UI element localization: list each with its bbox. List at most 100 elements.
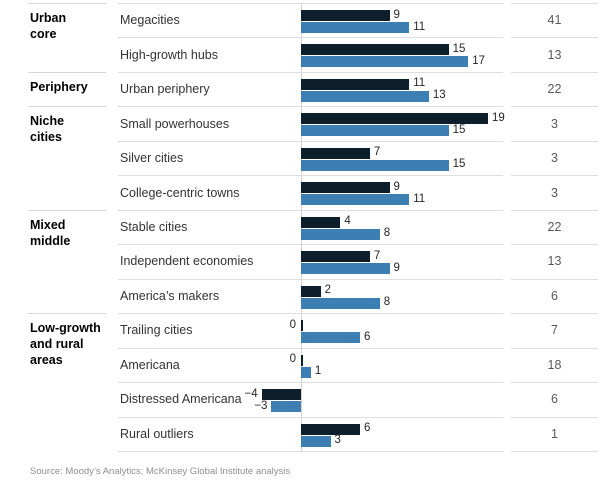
bar-dark — [301, 354, 303, 366]
row-separator — [511, 451, 598, 452]
bar-dark — [301, 44, 449, 56]
row-separator — [118, 71, 503, 73]
chart-row: Niche cities Small powerhouses 19 15 3 — [0, 106, 600, 144]
bar-blue-value-label: 3 — [334, 434, 341, 447]
group-label: Urban core — [30, 11, 67, 41]
category-label: College-centric towns — [120, 185, 240, 200]
chart-row: America’s makers 2 8 6 — [0, 278, 600, 313]
bar-blue — [301, 159, 449, 171]
row-separator — [511, 209, 598, 211]
bar-blue — [301, 435, 331, 447]
bar-dark-value-label: 9 — [393, 180, 400, 193]
chart-row: Silver cities 7 15 3 — [0, 140, 600, 175]
bar-blue — [301, 297, 380, 309]
row-separator — [511, 37, 598, 39]
bar-blue — [301, 263, 390, 275]
row-separator — [511, 347, 598, 349]
row-count-value: 3 — [551, 116, 558, 131]
row-separator — [511, 278, 598, 280]
row-separator — [511, 175, 598, 177]
bar-dark — [301, 423, 361, 435]
category-label: Distressed Americana — [120, 392, 242, 407]
bar-blue-value-label: 1 — [314, 365, 322, 378]
row-separator — [511, 416, 598, 418]
group-label: Mixed middle — [30, 217, 71, 248]
bar-blue-value-label: 17 — [472, 54, 486, 67]
row-separator — [118, 209, 503, 211]
row-count-value: 13 — [547, 254, 562, 269]
chart-row: Low-growth and rural areas Trailing citi… — [0, 313, 600, 367]
bar-blue — [301, 366, 311, 378]
chart-row: High-growth hubs 15 17 13 — [0, 37, 600, 71]
bar-blue-value-label: 9 — [393, 261, 400, 274]
row-count-value: 7 — [551, 323, 558, 338]
category-label: Silver cities — [120, 151, 184, 166]
chart-row: Independent economies 7 9 13 — [0, 244, 600, 278]
bar-blue-value-label: 13 — [432, 89, 446, 102]
group-label: Niche cities — [30, 114, 65, 145]
bar-blue — [301, 228, 380, 240]
chart-row: Mixed middle Stable cities 4 8 22 — [0, 209, 600, 248]
row-separator — [118, 313, 503, 315]
row-separator — [118, 140, 503, 142]
bar-dark — [301, 147, 370, 159]
bar-blue — [301, 22, 410, 33]
bar-dark-value-label: 0 — [289, 318, 296, 331]
bar-blue-value-label: −3 — [254, 399, 268, 412]
group-separator — [28, 313, 106, 315]
row-separator — [118, 382, 503, 384]
bar-dark — [261, 389, 301, 401]
bar-dark-value-label: 7 — [373, 146, 381, 159]
chart-row: Americana 0 1 18 — [0, 347, 600, 382]
bar-dark-value-label: 7 — [373, 249, 381, 262]
row-separator — [118, 244, 503, 246]
bar-dark-value-label: 15 — [452, 42, 466, 55]
group-label: Periphery — [30, 79, 88, 94]
category-label: Small powerhouses — [120, 116, 230, 131]
bar-dark — [301, 113, 488, 125]
group-separator — [28, 209, 106, 211]
bar-dark-value-label: 2 — [324, 284, 332, 297]
row-separator — [511, 382, 598, 384]
category-label: High-growth hubs — [120, 47, 218, 62]
bar-dark-value-label: 6 — [364, 422, 371, 435]
bar-blue-value-label: 15 — [452, 158, 466, 171]
row-count-value: 6 — [551, 288, 558, 303]
bar-dark — [301, 251, 370, 263]
row-count-value: 1 — [551, 426, 558, 441]
row-separator — [118, 278, 503, 280]
bar-dark-value-label: 0 — [289, 353, 296, 366]
chart-row: Distressed Americana −4 −3 6 — [0, 382, 600, 416]
bar-blue-value-label: 6 — [364, 330, 371, 343]
bar-blue-value-label: 8 — [383, 227, 391, 240]
bar-blue-value-label: 8 — [383, 296, 391, 309]
row-separator — [511, 3, 598, 4]
bar-blue — [301, 332, 361, 344]
row-separator — [118, 416, 503, 418]
category-label: Stable cities — [120, 219, 188, 234]
row-separator — [118, 175, 503, 177]
bar-dark-value-label: −4 — [244, 387, 258, 400]
row-separator — [118, 451, 503, 452]
bar-blue-value-label: 11 — [413, 192, 426, 205]
group-label: Low-growth and rural areas — [30, 321, 101, 368]
bar-dark-value-label: 9 — [393, 8, 400, 21]
category-label: Trailing cities — [120, 323, 193, 338]
bar-dark — [301, 78, 410, 90]
category-label: Americana — [120, 357, 180, 372]
chart-row: Rural outliers 6 3 1 — [0, 416, 600, 451]
row-separator — [511, 244, 598, 246]
row-count-value: 18 — [547, 357, 562, 372]
group-separator — [28, 3, 106, 4]
row-separator — [118, 347, 503, 349]
bar-dark — [301, 320, 303, 332]
category-label: Urban periphery — [120, 82, 210, 97]
bar-dark-value-label: 11 — [413, 77, 426, 90]
bar-blue-value-label: 11 — [413, 20, 426, 33]
row-count-value: 41 — [547, 13, 562, 28]
row-count-value: 3 — [551, 151, 558, 166]
bar-blue — [271, 401, 301, 413]
bar-blue — [301, 194, 410, 206]
bar-blue-value-label: 15 — [452, 123, 466, 136]
